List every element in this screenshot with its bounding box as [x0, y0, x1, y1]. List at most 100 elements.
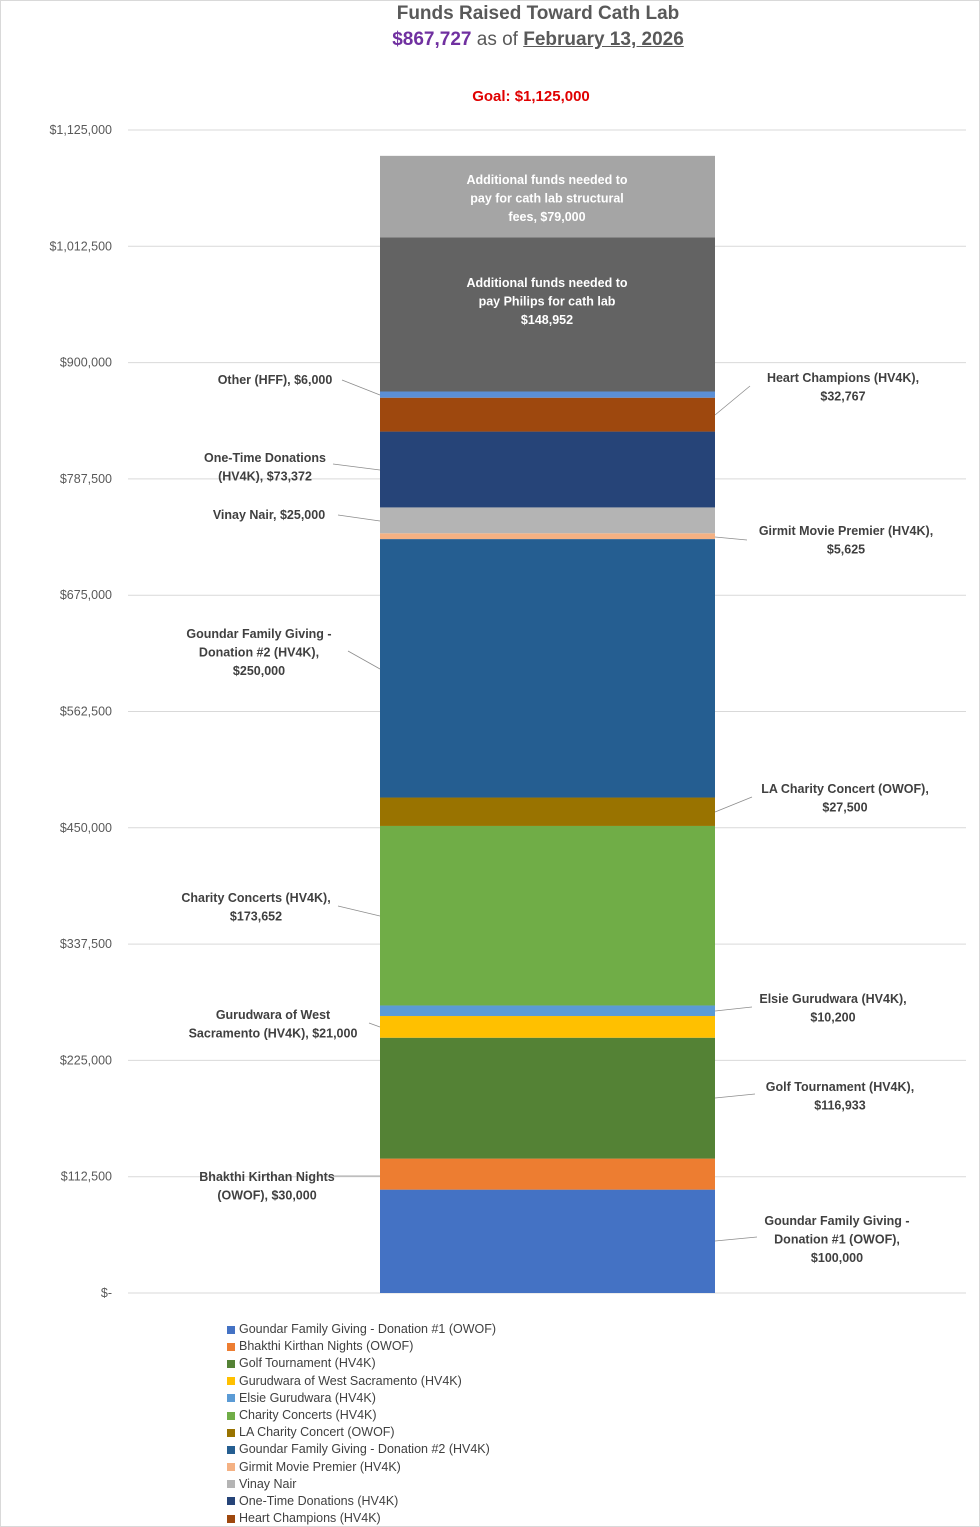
- leader-line: [714, 1236, 758, 1242]
- chart-title-line1: Funds Raised Toward Cath Lab: [396, 3, 680, 24]
- legend-swatch: [227, 1359, 235, 1368]
- leader-lines: [332, 379, 758, 1242]
- bar-segment-additional-funds-needed-to-pay-for-cath-lab-structural-fees: [380, 155, 715, 238]
- legend-swatch: [227, 1342, 235, 1351]
- data-labels: Goundar Family Giving -Donation #1 (OWOF…: [181, 173, 933, 1265]
- legend-label: Charity Concerts (HV4K): [239, 1407, 377, 1422]
- legend-item: One-Time Donations (HV4K): [227, 1493, 496, 1510]
- y-tick-label: $112,500: [61, 1170, 112, 1184]
- y-tick-label: $562,500: [60, 705, 112, 719]
- stacked-bar-chart: $- $112,500 $225,000 $337,500 $450,000 $562,5…: [49, 123, 966, 1300]
- data-label-additional-funds-needed-to-pay-for-cath-lab-structural-fees: Additional funds needed to pay for cath l…: [466, 173, 627, 224]
- data-label-girmit-movie-premier-hv4k: Girmit Movie Premier (HV4K), $5,625: [759, 524, 933, 557]
- leader-line: [714, 536, 748, 541]
- bar-segment-vinay-nair: [380, 507, 715, 534]
- y-tick-label: $787,500: [60, 472, 112, 486]
- y-tick-label: $337,500: [60, 937, 112, 951]
- legend-item: Bhakthi Kirthan Nights (OWOF): [227, 1338, 496, 1355]
- legend-item: Girmit Movie Premier (HV4K): [227, 1459, 496, 1476]
- data-label-heart-champions-hv4k: Heart Champions (HV4K), $32,767: [767, 371, 919, 404]
- bar-segment-one-time-donations-hv4k: [380, 431, 715, 508]
- legend-label: One-Time Donations (HV4K): [239, 1493, 399, 1508]
- y-tick-label: $900,000: [60, 356, 112, 370]
- legend: Goundar Family Giving - Donation #1 (OWO…: [227, 1321, 496, 1527]
- bar-segment-gurudwara-of-west-sacramento-hv4k: [380, 1016, 715, 1038]
- bar-segment-elsie-gurudwara-hv4k: [380, 1005, 715, 1017]
- data-label-charity-concerts-hv4k: Charity Concerts (HV4K), $173,652: [181, 891, 330, 924]
- data-label-vinay-nair: Vinay Nair, $25,000: [213, 508, 325, 522]
- data-label-other-hff: Other (HFF), $6,000: [218, 373, 333, 387]
- legend-swatch: [227, 1428, 235, 1437]
- y-tick-label: $-: [101, 1286, 112, 1300]
- legend-label: Goundar Family Giving - Donation #2 (HV4…: [239, 1442, 490, 1457]
- legend-item: Golf Tournament (HV4K): [227, 1355, 496, 1372]
- bar-segment-goundar-family-giving-donation-2-hv4k: [380, 539, 715, 798]
- data-label-goundar-family-giving-donation-1-owof: Goundar Family Giving -Donation #1 (OWOF…: [764, 1214, 909, 1265]
- legend-label: Bhakthi Kirthan Nights (OWOF): [239, 1339, 414, 1354]
- legend-swatch: [227, 1394, 235, 1403]
- leader-line: [337, 905, 381, 917]
- legend-item: Goundar Family Giving - Donation #1 (OWO…: [227, 1321, 496, 1338]
- leader-line: [337, 514, 381, 522]
- legend-label: Vinay Nair: [239, 1476, 297, 1491]
- bar-segment-charity-concerts-hv4k: [380, 825, 715, 1006]
- y-tick-label: $1,125,000: [49, 123, 112, 137]
- legend-item: Goundar Family Giving - Donation #2 (HV4…: [227, 1441, 496, 1458]
- data-label-golf-tournament-hv4k: Golf Tournament (HV4K), $116,933: [766, 1080, 914, 1113]
- legend-swatch: [227, 1325, 235, 1334]
- as-of-date: February 13, 2026: [523, 29, 684, 50]
- legend-label: Elsie Gurudwara (HV4K): [239, 1390, 376, 1405]
- y-tick-label: $675,000: [60, 588, 112, 602]
- bar-segment-girmit-movie-premier-hv4k: [380, 533, 715, 540]
- leader-line: [714, 385, 751, 416]
- bar-segment-heart-champions-hv4k: [380, 397, 715, 432]
- y-tick-label: $1,012,500: [49, 239, 112, 253]
- bar-segment-la-charity-concert-owof: [380, 797, 715, 826]
- chart-title: Funds Raised Toward Cath Lab $867,727 as…: [0, 2, 980, 54]
- bar-segment-goundar-family-giving-donation-1-owof: [380, 1189, 715, 1293]
- bar-segment-additional-funds-needed-to-pay-philips-for-cath-lab: [380, 237, 715, 392]
- legend-swatch: [227, 1445, 235, 1454]
- bar-segment-bhakthi-kirthan-nights-owof: [380, 1158, 715, 1190]
- legend-swatch: [227, 1497, 235, 1506]
- legend-label: LA Charity Concert (OWOF): [239, 1425, 395, 1440]
- data-label-gurudwara-of-west-sacramento-hv4k: Gurudwara of West Sacramento (HV4K), $21,…: [189, 1008, 358, 1041]
- data-label-la-charity-concert-owof: LA Charity Concert (OWOF), $27,500: [761, 782, 929, 815]
- bar-segment-other-hff: [380, 391, 715, 398]
- data-label-elsie-gurudwara-hv4k: Elsie Gurudwara (HV4K), $10,200: [759, 992, 906, 1025]
- stacked-bar: [380, 155, 715, 1293]
- data-label-one-time-donations-hv4k: One-Time Donations (HV4K), $73,372: [204, 451, 326, 484]
- legend-swatch: [227, 1463, 235, 1472]
- leader-line: [347, 650, 381, 670]
- goal-label: Goal: $1,125,000: [472, 88, 590, 105]
- legend-item: Charity Concerts (HV4K): [227, 1407, 496, 1424]
- legend-label: Heart Champions (HV4K): [239, 1511, 381, 1526]
- legend-label: Golf Tournament (HV4K): [239, 1356, 376, 1371]
- leader-line: [714, 1093, 756, 1099]
- data-label-bhakthi-kirthan-nights-owof: Bhakthi Kirthan Nights (OWOF), $30,000: [199, 1170, 334, 1203]
- legend-item: Gurudwara of West Sacramento (HV4K): [227, 1373, 496, 1390]
- legend-item: Vinay Nair: [227, 1476, 496, 1493]
- legend-swatch: [227, 1377, 235, 1386]
- leader-line: [714, 796, 753, 813]
- as-of-text: as of: [471, 29, 524, 50]
- leader-line: [368, 1022, 381, 1028]
- legend-item: LA Charity Concert (OWOF): [227, 1424, 496, 1441]
- leader-line: [332, 463, 381, 471]
- y-tick-label: $225,000: [60, 1053, 112, 1067]
- legend-swatch: [227, 1411, 235, 1420]
- legend-label: Goundar Family Giving - Donation #1 (OWO…: [239, 1322, 497, 1336]
- data-label-additional-funds-needed-to-pay-philips-for-cath-lab: Additional funds needed to pay Philips fo…: [466, 276, 627, 327]
- legend-label: Girmit Movie Premier (HV4K): [239, 1459, 401, 1474]
- bar-segment-golf-tournament-hv4k: [380, 1037, 715, 1159]
- data-label-goundar-family-giving-donation-2-hv4k: Goundar Family Giving -Donation #2 (HV4K…: [186, 627, 331, 678]
- legend-swatch: [227, 1514, 235, 1523]
- legend-item: Heart Champions (HV4K): [227, 1510, 496, 1527]
- y-tick-label: $450,000: [60, 821, 112, 835]
- legend-label: Gurudwara of West Sacramento (HV4K): [239, 1373, 462, 1388]
- legend-item: Elsie Gurudwara (HV4K): [227, 1390, 496, 1407]
- legend-swatch: [227, 1480, 235, 1489]
- leader-line: [714, 1006, 753, 1012]
- chart-title-line2: $867,727 as of February 13, 2026: [0, 26, 980, 54]
- leader-line: [341, 379, 381, 396]
